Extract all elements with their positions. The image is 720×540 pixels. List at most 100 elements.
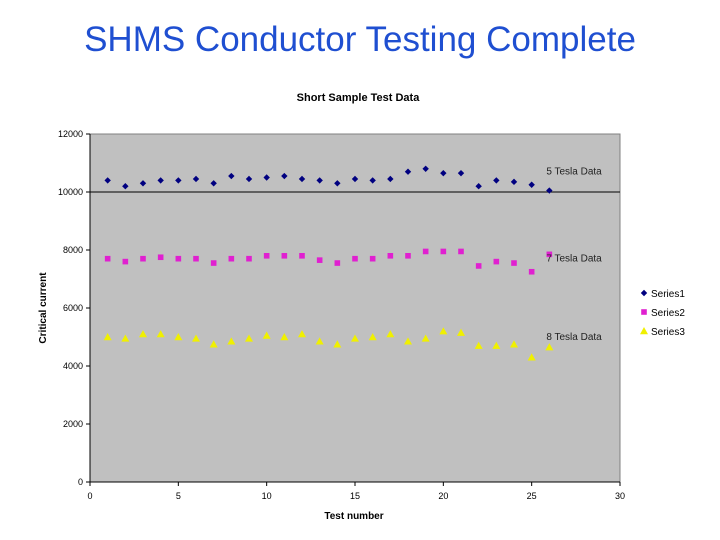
x-tick-label: 5	[176, 491, 181, 501]
series2-point	[210, 260, 217, 266]
series1-point	[157, 177, 164, 184]
series3-point	[315, 337, 324, 345]
series1-point	[245, 175, 253, 183]
series1-point	[263, 174, 270, 181]
series3-point	[386, 330, 395, 338]
series1-point	[369, 177, 376, 184]
y-tick-label: 0	[78, 477, 83, 487]
series3-point	[174, 333, 183, 341]
series1-point	[351, 175, 359, 183]
legend-label: Series2	[651, 308, 685, 319]
slide-title: SHMS Conductor Testing Complete	[84, 20, 636, 59]
series3-point	[103, 333, 112, 341]
series2-point	[458, 248, 464, 255]
legend-marker-series2	[641, 309, 647, 315]
series-annotation: 7 Tesla Data	[546, 254, 602, 265]
series2-point	[281, 253, 288, 259]
series1-point	[139, 180, 147, 187]
series2-point	[440, 248, 447, 255]
series2-point	[546, 251, 553, 258]
series3-point	[368, 333, 377, 341]
series3-point	[474, 341, 483, 349]
series1-point	[404, 168, 412, 175]
series1-point	[475, 183, 482, 190]
series2-point	[246, 255, 252, 262]
series2-point	[511, 260, 517, 266]
series3-point	[298, 330, 306, 338]
series1-point	[316, 177, 323, 184]
series3-point	[510, 340, 518, 348]
y-axis-label: Critical current	[38, 272, 49, 344]
y-tick-label: 6000	[63, 303, 83, 313]
series2-point	[228, 255, 235, 262]
series1-point	[228, 172, 235, 180]
series2-point	[263, 253, 270, 259]
series1-point	[510, 178, 518, 186]
y-tick-label: 2000	[63, 419, 83, 429]
legend-label: Series1	[651, 289, 685, 300]
legend-marker-series1	[640, 289, 648, 297]
series2-point	[528, 268, 535, 275]
series3-point	[192, 334, 200, 342]
series1-point	[298, 175, 306, 183]
series3-point	[439, 327, 448, 335]
y-tick-label: 10000	[58, 187, 83, 197]
x-axis-label: Test number	[324, 511, 383, 522]
series2-point	[405, 253, 411, 259]
series3-point	[121, 334, 130, 342]
series3-point	[404, 337, 412, 345]
series3-point	[527, 353, 536, 361]
series3-point	[262, 331, 271, 339]
y-tick-label: 4000	[63, 361, 83, 371]
x-tick-label: 20	[438, 491, 448, 501]
x-tick-label: 25	[527, 491, 537, 501]
series1-point	[122, 183, 129, 190]
series1-point	[457, 169, 465, 177]
series3-point	[227, 337, 236, 345]
x-tick-label: 15	[350, 491, 360, 501]
x-tick-label: 30	[615, 491, 625, 501]
series2-point	[157, 254, 164, 261]
series3-point	[333, 340, 342, 348]
series3-point	[351, 334, 359, 342]
series3-point	[492, 341, 501, 349]
series2-point	[352, 255, 358, 262]
series1-point	[493, 177, 500, 184]
series1-point	[104, 177, 111, 184]
series2-point	[369, 255, 376, 262]
series2-point	[422, 248, 429, 255]
chart-title: Short Sample Test Data	[297, 92, 421, 104]
legend-marker-series3	[640, 327, 648, 335]
series1-point	[210, 180, 217, 187]
series1-point	[546, 187, 553, 194]
series2-point	[104, 255, 111, 262]
series1-point	[192, 175, 200, 183]
series2-point	[334, 260, 341, 266]
series1-point	[440, 169, 447, 177]
x-tick-label: 0	[87, 491, 92, 501]
series2-point	[493, 258, 500, 265]
series2-point	[140, 255, 146, 262]
series3-point	[139, 330, 147, 338]
series1-point	[175, 177, 182, 184]
series3-point	[209, 340, 218, 348]
series1-point	[387, 175, 394, 183]
series2-point	[193, 255, 199, 262]
series1-point	[334, 180, 341, 187]
series2-point	[299, 253, 305, 259]
series2-point	[175, 255, 182, 262]
y-tick-label: 8000	[63, 245, 83, 255]
series3-point	[457, 328, 465, 336]
series1-point	[281, 172, 288, 180]
series2-point	[475, 263, 482, 269]
series3-point	[545, 343, 554, 351]
series-annotation: 5 Tesla Data	[546, 167, 602, 178]
y-tick-label: 12000	[58, 129, 83, 139]
plot-area	[89, 133, 621, 483]
series2-point	[122, 258, 129, 265]
x-tick-label: 10	[262, 491, 272, 501]
series3-point	[280, 333, 289, 341]
series2-point	[387, 253, 394, 259]
series-annotation: 8 Tesla Data	[546, 332, 602, 343]
